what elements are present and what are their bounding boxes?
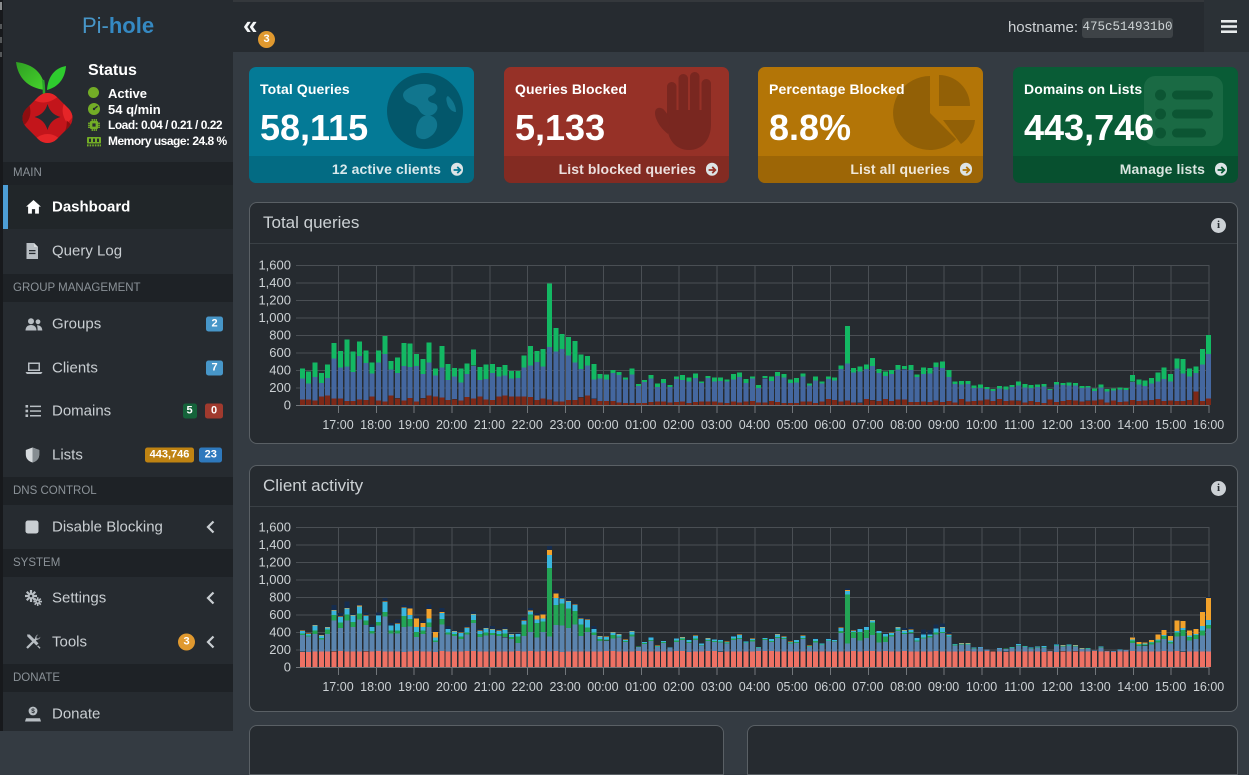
- svg-text:01:00: 01:00: [625, 680, 656, 694]
- svg-text:04:00: 04:00: [739, 418, 770, 432]
- svg-text:12:00: 12:00: [1041, 418, 1072, 432]
- svg-text:1,600: 1,600: [258, 258, 291, 273]
- svg-text:400: 400: [269, 625, 291, 640]
- svg-text:1,400: 1,400: [258, 275, 291, 290]
- svg-text:15:00: 15:00: [1155, 418, 1186, 432]
- svg-text:600: 600: [269, 345, 291, 360]
- svg-text:400: 400: [269, 363, 291, 378]
- svg-text:05:00: 05:00: [777, 418, 808, 432]
- svg-text:00:00: 00:00: [587, 680, 618, 694]
- svg-text:05:00: 05:00: [777, 680, 808, 694]
- svg-text:23:00: 23:00: [549, 418, 580, 432]
- svg-text:14:00: 14:00: [1117, 680, 1148, 694]
- svg-text:0: 0: [284, 398, 291, 413]
- svg-text:22:00: 22:00: [512, 680, 543, 694]
- svg-text:11:00: 11:00: [1004, 680, 1034, 694]
- svg-text:16:00: 16:00: [1193, 680, 1224, 694]
- svg-text:22:00: 22:00: [512, 418, 543, 432]
- svg-text:04:00: 04:00: [739, 680, 770, 694]
- svg-text:1,000: 1,000: [258, 310, 291, 325]
- svg-text:1,600: 1,600: [258, 520, 291, 535]
- svg-text:1,000: 1,000: [258, 572, 291, 587]
- svg-text:20:00: 20:00: [436, 680, 467, 694]
- svg-text:03:00: 03:00: [701, 680, 732, 694]
- svg-text:17:00: 17:00: [322, 680, 353, 694]
- svg-text:16:00: 16:00: [1193, 418, 1224, 432]
- svg-text:1,400: 1,400: [258, 537, 291, 552]
- svg-text:03:00: 03:00: [701, 418, 732, 432]
- svg-text:600: 600: [269, 607, 291, 622]
- svg-text:18:00: 18:00: [360, 680, 391, 694]
- svg-text:0: 0: [284, 660, 291, 675]
- svg-text:14:00: 14:00: [1117, 418, 1148, 432]
- svg-text:02:00: 02:00: [663, 680, 694, 694]
- svg-text:09:00: 09:00: [928, 418, 959, 432]
- svg-text:23:00: 23:00: [549, 680, 580, 694]
- svg-text:07:00: 07:00: [852, 680, 883, 694]
- svg-text:01:00: 01:00: [625, 418, 656, 432]
- svg-text:08:00: 08:00: [890, 418, 921, 432]
- svg-text:200: 200: [269, 380, 291, 395]
- svg-text:1,200: 1,200: [258, 555, 291, 570]
- svg-text:21:00: 21:00: [474, 680, 505, 694]
- svg-text:07:00: 07:00: [852, 418, 883, 432]
- svg-text:19:00: 19:00: [398, 418, 429, 432]
- svg-text:13:00: 13:00: [1079, 418, 1110, 432]
- svg-text:10:00: 10:00: [966, 418, 997, 432]
- svg-text:09:00: 09:00: [928, 680, 959, 694]
- svg-text:12:00: 12:00: [1041, 680, 1072, 694]
- svg-text:200: 200: [269, 642, 291, 657]
- svg-text:10:00: 10:00: [966, 680, 997, 694]
- svg-text:20:00: 20:00: [436, 418, 467, 432]
- svg-text:15:00: 15:00: [1155, 680, 1186, 694]
- svg-text:19:00: 19:00: [398, 680, 429, 694]
- svg-text:800: 800: [269, 590, 291, 605]
- svg-text:$: $: [31, 708, 35, 715]
- svg-text:17:00: 17:00: [322, 418, 353, 432]
- svg-text:800: 800: [269, 328, 291, 343]
- svg-text:06:00: 06:00: [814, 418, 845, 432]
- svg-text:02:00: 02:00: [663, 418, 694, 432]
- svg-text:08:00: 08:00: [890, 680, 921, 694]
- svg-text:13:00: 13:00: [1079, 680, 1110, 694]
- svg-text:21:00: 21:00: [474, 418, 505, 432]
- svg-text:06:00: 06:00: [814, 680, 845, 694]
- svg-text:00:00: 00:00: [587, 418, 618, 432]
- svg-text:1,200: 1,200: [258, 293, 291, 308]
- svg-text:18:00: 18:00: [360, 418, 391, 432]
- svg-text:11:00: 11:00: [1004, 418, 1034, 432]
